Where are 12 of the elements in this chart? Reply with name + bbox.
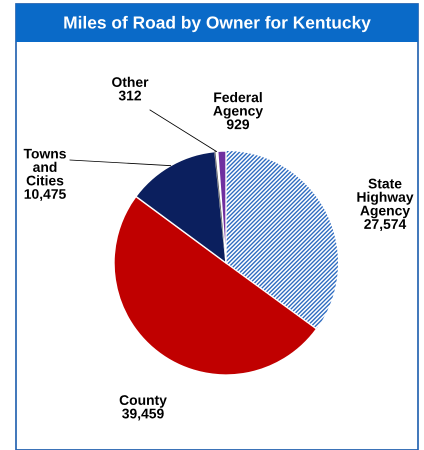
- pie-slice: [226, 151, 338, 329]
- data-label: 929: [226, 119, 250, 130]
- data-label: 39,459: [122, 408, 164, 420]
- slice-label: State Highway Agency: [357, 178, 414, 218]
- data-label: 312: [118, 90, 142, 100]
- slice-label: County: [120, 395, 167, 408]
- slice-label: Towns and Cities: [24, 148, 66, 186]
- slice-label: Other: [112, 76, 148, 88]
- data-label: 10,475: [24, 189, 66, 201]
- data-label: 27,574: [364, 219, 406, 231]
- slice-label: Federal Agency: [213, 92, 264, 119]
- chart-title: Miles of Road by Owner for Kentucky: [64, 16, 371, 32]
